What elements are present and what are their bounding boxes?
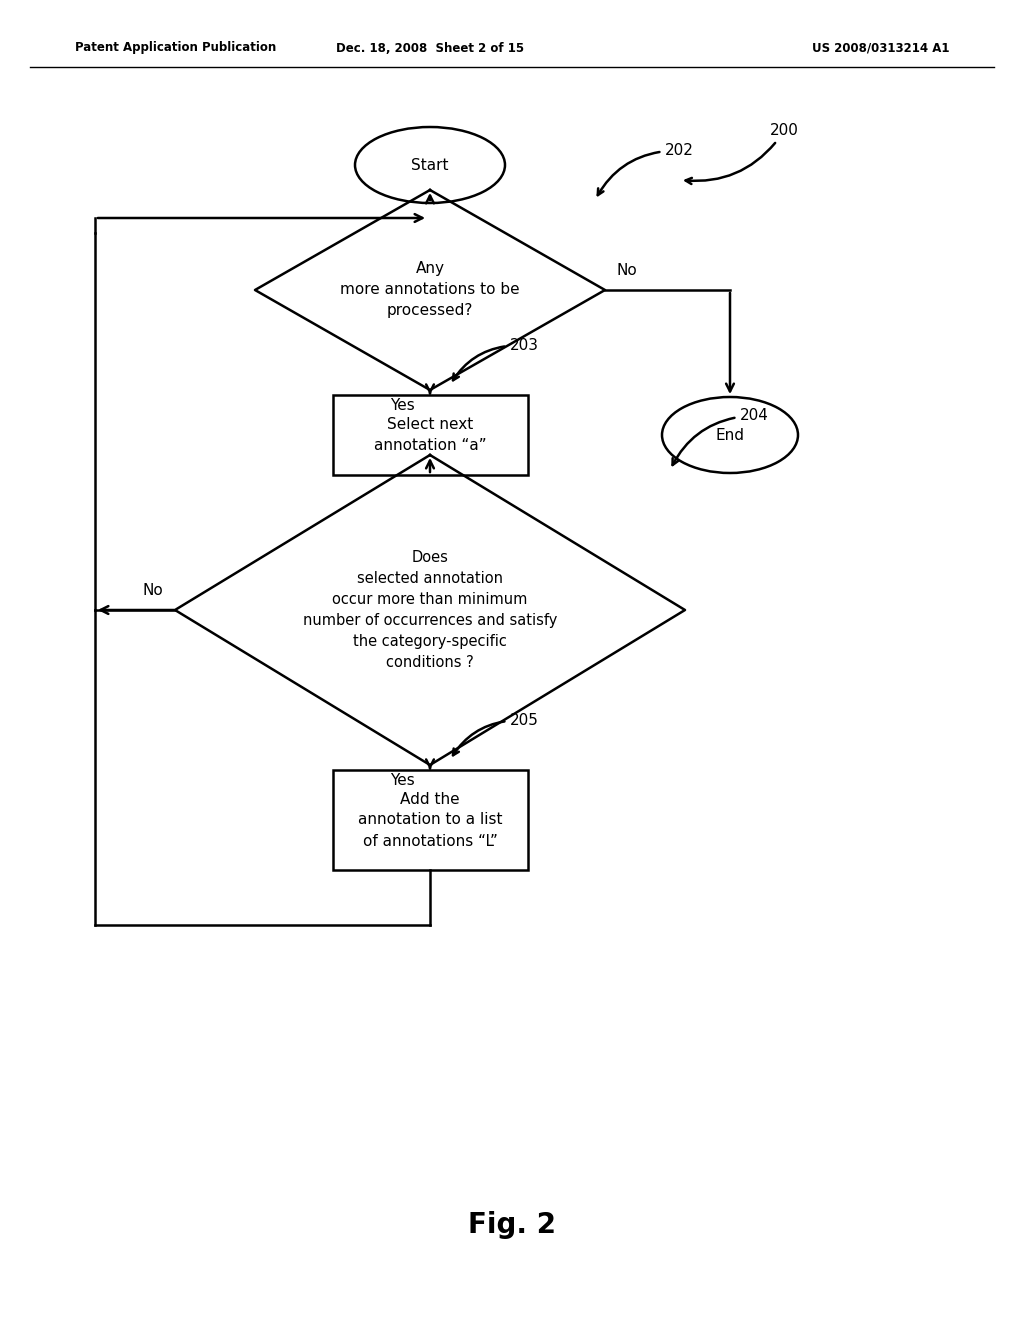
Text: Yes: Yes — [390, 399, 415, 413]
Text: 204: 204 — [673, 408, 769, 465]
Text: No: No — [142, 583, 163, 598]
Text: Patent Application Publication: Patent Application Publication — [75, 41, 276, 54]
Text: Does
selected annotation
occur more than minimum
number of occurrences and satis: Does selected annotation occur more than… — [303, 550, 557, 671]
Text: Fig. 2: Fig. 2 — [468, 1210, 556, 1239]
Text: 202: 202 — [598, 143, 694, 195]
Text: US 2008/0313214 A1: US 2008/0313214 A1 — [812, 41, 950, 54]
Text: Dec. 18, 2008  Sheet 2 of 15: Dec. 18, 2008 Sheet 2 of 15 — [336, 41, 524, 54]
Bar — [333, 770, 527, 870]
Text: 203: 203 — [453, 338, 539, 380]
Text: Start: Start — [412, 157, 449, 173]
Text: End: End — [716, 428, 744, 442]
Text: Select next
annotation “a”: Select next annotation “a” — [374, 417, 486, 453]
Text: Yes: Yes — [390, 774, 415, 788]
Text: 200: 200 — [685, 123, 799, 183]
Text: No: No — [617, 263, 638, 279]
Text: 205: 205 — [453, 713, 539, 755]
Text: Add the
annotation to a list
of annotations “L”: Add the annotation to a list of annotati… — [357, 792, 502, 849]
Text: Any
more annotations to be
processed?: Any more annotations to be processed? — [340, 261, 520, 318]
Bar — [333, 395, 527, 475]
